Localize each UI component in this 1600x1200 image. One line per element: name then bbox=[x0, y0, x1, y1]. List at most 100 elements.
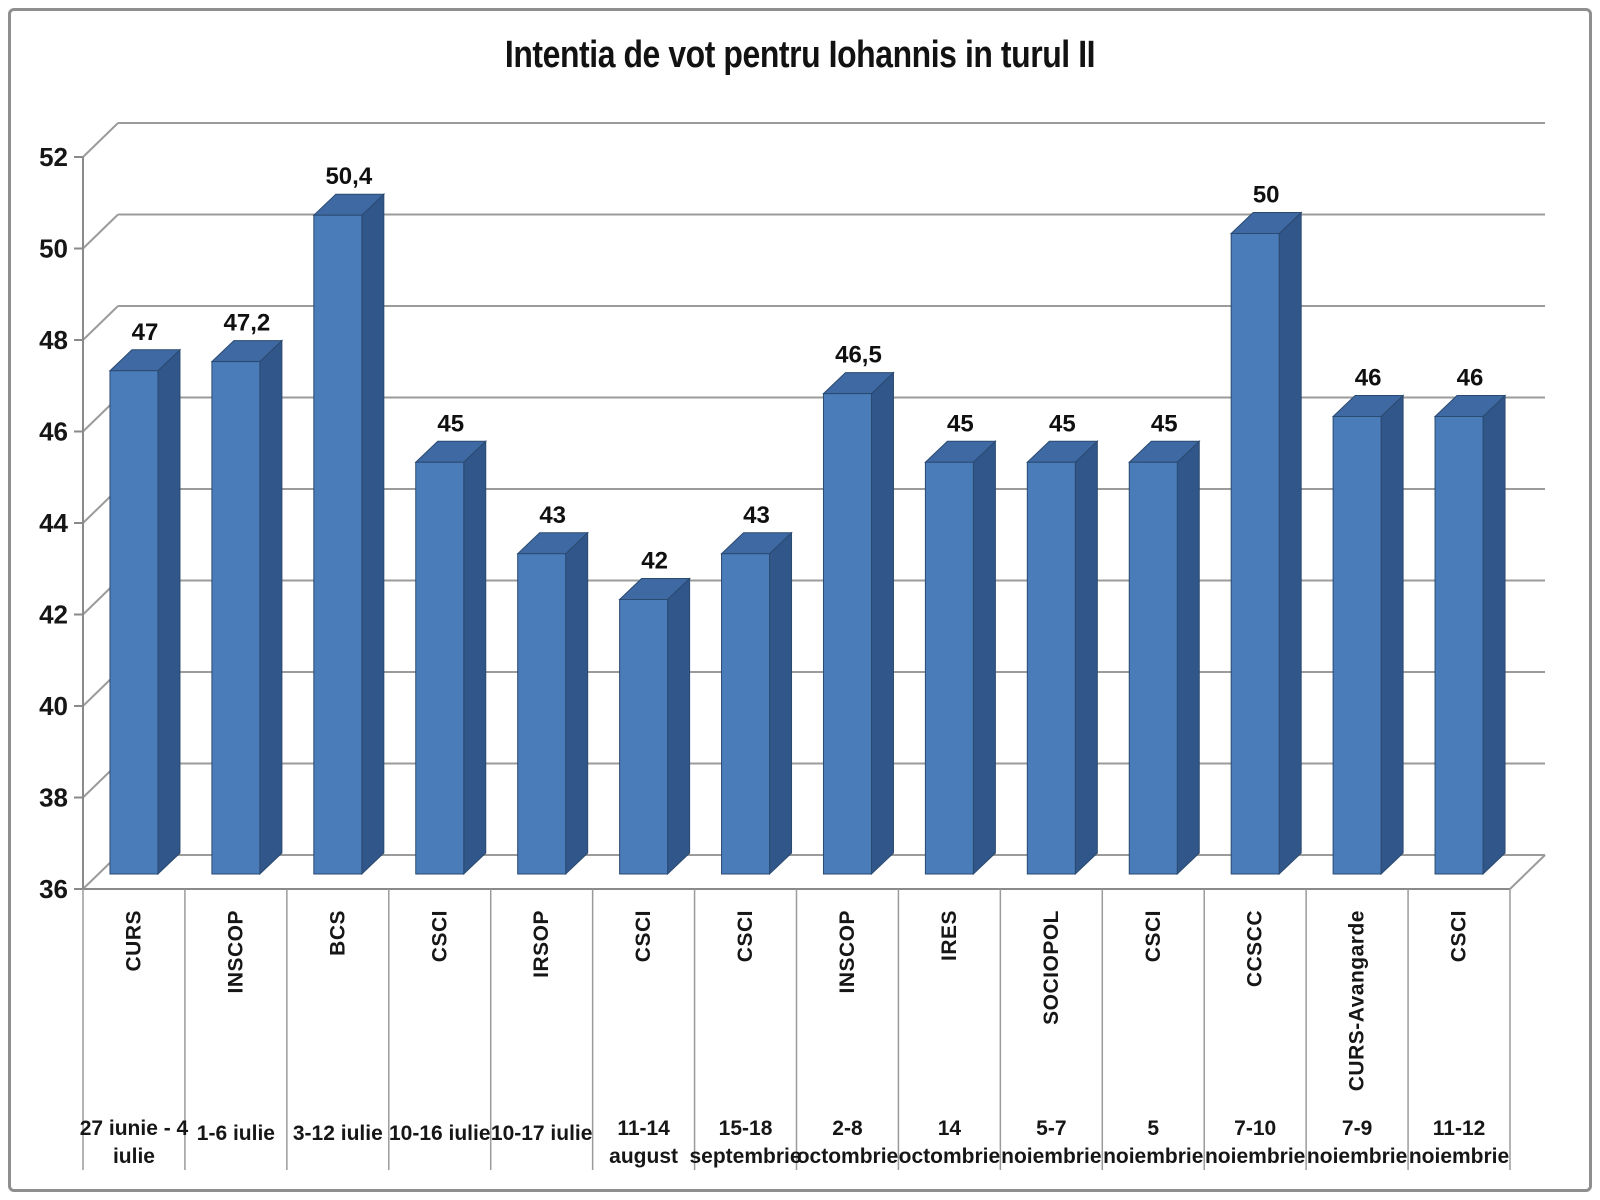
bar-side-face bbox=[972, 440, 996, 876]
bar bbox=[618, 577, 691, 876]
institute-label: SOCIOPOL bbox=[1040, 910, 1063, 1025]
bar-side-face bbox=[259, 339, 283, 876]
bar bbox=[720, 531, 793, 876]
period-label-line: 15-18 bbox=[719, 1117, 773, 1140]
y-tick-label: 38 bbox=[39, 783, 68, 813]
institute-label: INSCOP bbox=[224, 910, 247, 994]
bar bbox=[516, 531, 589, 876]
period-label-line: 2-8 bbox=[832, 1117, 863, 1140]
bar-side-face bbox=[1278, 211, 1302, 876]
institute-label: IRSOP bbox=[530, 910, 553, 978]
period-label-line: septembrie bbox=[690, 1145, 802, 1168]
bar bbox=[108, 348, 182, 876]
y-tick-label: 46 bbox=[39, 417, 68, 447]
bar-value-label: 46 bbox=[1457, 365, 1484, 392]
bar-value-label: 45 bbox=[437, 410, 464, 437]
bar bbox=[822, 371, 895, 876]
institute-label: CSCI bbox=[632, 910, 655, 962]
bar-value-label: 50,4 bbox=[325, 163, 372, 190]
gridline-depth-diagonal bbox=[82, 213, 119, 250]
bar-front-face bbox=[822, 393, 872, 875]
bar bbox=[414, 440, 487, 876]
period-label-line: august bbox=[609, 1145, 678, 1168]
bar-front-face bbox=[211, 361, 261, 875]
bar bbox=[1128, 440, 1201, 876]
period-label: 1-6 iulie bbox=[197, 1122, 275, 1145]
bar-side-face bbox=[1074, 440, 1098, 876]
bar bbox=[924, 440, 997, 876]
period-label-line: noiembrie bbox=[1205, 1145, 1305, 1168]
y-tick-label: 52 bbox=[39, 142, 68, 172]
bar-front-face bbox=[109, 370, 159, 875]
bar-front-face bbox=[1026, 461, 1076, 875]
period-label-line: noiembrie bbox=[1409, 1145, 1509, 1168]
bar-value-label: 47 bbox=[132, 319, 159, 346]
bar bbox=[1229, 211, 1303, 876]
period-label-line: 7-9 bbox=[1342, 1117, 1372, 1140]
bar-value-label: 50 bbox=[1253, 182, 1280, 209]
institute-label: IRES bbox=[938, 910, 961, 961]
y-tick-label: 36 bbox=[39, 874, 68, 904]
bar bbox=[1026, 440, 1099, 876]
y-tick-label: 42 bbox=[39, 600, 68, 630]
bar-value-label: 42 bbox=[641, 548, 668, 575]
bar bbox=[312, 193, 386, 876]
period-label: 3-12 iulie bbox=[293, 1122, 383, 1145]
bar-side-face bbox=[157, 348, 181, 876]
bar-value-label: 47,2 bbox=[224, 310, 271, 337]
bar-front-face bbox=[1434, 416, 1484, 875]
period-label-line: 27 iunie - 4 bbox=[80, 1117, 189, 1140]
bar-value-label: 43 bbox=[743, 502, 770, 529]
period-label-line: 14 bbox=[938, 1117, 962, 1140]
period-label: 10-16 iulie bbox=[389, 1122, 491, 1145]
bar-side-face bbox=[769, 531, 793, 876]
bar-front-face bbox=[517, 553, 567, 875]
bar-value-label: 43 bbox=[539, 502, 566, 529]
y-tick-label: 44 bbox=[39, 508, 68, 538]
bar-side-face bbox=[463, 440, 487, 876]
period-label-line: 11-12 bbox=[1433, 1117, 1486, 1140]
period-label: 10-17 iulie bbox=[491, 1122, 593, 1145]
bar-front-face bbox=[313, 214, 363, 875]
institute-label: CSCI bbox=[1142, 910, 1165, 962]
period-label-line: 11-14 bbox=[617, 1117, 670, 1140]
period-label-line: noiembrie bbox=[1307, 1145, 1407, 1168]
gridline-depth-diagonal bbox=[82, 122, 119, 158]
institute-label: BCS bbox=[326, 910, 349, 956]
institute-label: CCSCC bbox=[1244, 910, 1267, 987]
period-label-line: iulie bbox=[113, 1145, 155, 1168]
bar-value-label: 45 bbox=[947, 410, 974, 437]
bar-value-label: 46 bbox=[1355, 365, 1382, 392]
gridline-depth-diagonal bbox=[82, 305, 119, 341]
y-tick-label: 40 bbox=[39, 691, 68, 721]
institute-label: CURS bbox=[122, 910, 145, 972]
period-label-line: octombrie bbox=[899, 1145, 1001, 1168]
y-tick-label: 50 bbox=[39, 234, 68, 264]
bar-front-face bbox=[924, 461, 974, 875]
institute-label: CSCI bbox=[734, 910, 757, 962]
period-label-line: 7-10 bbox=[1234, 1117, 1276, 1140]
bar-side-face bbox=[565, 531, 589, 876]
bar-side-face bbox=[1176, 440, 1200, 876]
institute-label: CURS-Avangarde bbox=[1346, 910, 1369, 1091]
bar-value-label: 45 bbox=[1151, 410, 1178, 437]
bar bbox=[210, 339, 284, 876]
bar-side-face bbox=[361, 193, 385, 876]
bar-side-face bbox=[870, 371, 894, 876]
period-label-line: noiembrie bbox=[1103, 1145, 1203, 1168]
bar-value-label: 45 bbox=[1049, 410, 1076, 437]
period-label-line: 5-7 bbox=[1036, 1117, 1066, 1140]
institute-label: CSCI bbox=[1448, 910, 1471, 962]
bar-front-face bbox=[619, 599, 669, 875]
bar-front-face bbox=[1230, 233, 1280, 875]
institute-label: CSCI bbox=[428, 910, 451, 962]
bar-front-face bbox=[721, 553, 771, 875]
y-tick-label: 48 bbox=[39, 325, 68, 355]
bar-side-face bbox=[667, 577, 691, 876]
period-label-line: noiembrie bbox=[1001, 1145, 1101, 1168]
bar-front-face bbox=[1128, 461, 1178, 875]
period-label-line: octombrie bbox=[797, 1145, 899, 1168]
bar-front-face bbox=[415, 461, 465, 875]
period-label-line: 5 bbox=[1147, 1117, 1159, 1140]
